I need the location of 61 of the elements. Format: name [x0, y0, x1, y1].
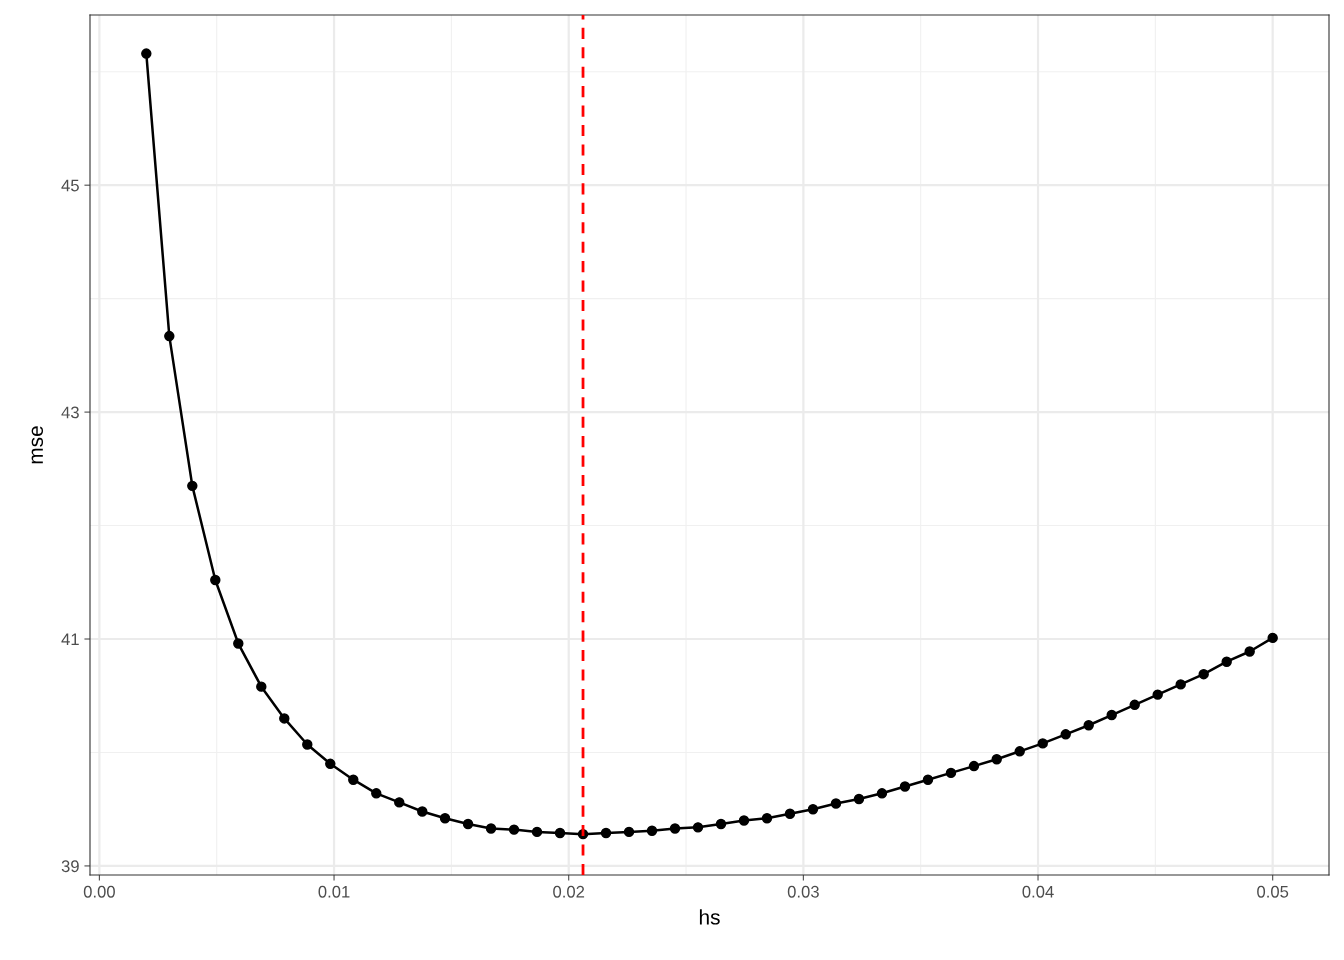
y-tick-label: 43 — [61, 406, 79, 419]
point — [1152, 689, 1163, 700]
point — [1175, 679, 1186, 690]
point — [485, 823, 497, 834]
point — [853, 793, 865, 805]
point — [348, 774, 359, 785]
point — [646, 825, 658, 836]
point — [830, 798, 842, 809]
x-tick-label: 0.03 — [787, 885, 819, 898]
point — [164, 330, 175, 342]
point — [417, 806, 428, 817]
point — [784, 808, 796, 819]
x-tick-label: 0.02 — [553, 885, 585, 898]
point — [1037, 738, 1048, 749]
point — [462, 818, 474, 830]
point — [531, 826, 543, 838]
point — [1014, 746, 1025, 757]
x-tick-label: 0.01 — [318, 885, 350, 898]
y-tick-label: 39 — [61, 860, 79, 873]
point — [325, 758, 336, 770]
y-axis-title: mse — [31, 426, 44, 464]
point — [508, 824, 520, 835]
point — [233, 638, 244, 649]
point — [439, 813, 451, 824]
point — [302, 739, 313, 750]
point — [922, 774, 934, 785]
x-tick-label: 0.05 — [1257, 885, 1289, 898]
point — [394, 797, 405, 808]
point — [669, 823, 681, 834]
point — [1221, 656, 1232, 667]
point — [141, 48, 152, 59]
point — [279, 713, 290, 724]
point — [1198, 668, 1209, 680]
point — [371, 788, 382, 799]
y-tick-label: 41 — [61, 633, 79, 646]
point — [1083, 720, 1094, 731]
point — [991, 754, 1002, 765]
point — [187, 480, 198, 492]
point — [876, 788, 888, 799]
point — [761, 813, 773, 824]
point — [554, 827, 566, 839]
point — [256, 681, 267, 692]
point — [807, 803, 819, 815]
point — [1060, 729, 1071, 740]
point — [1106, 709, 1117, 721]
point — [738, 815, 750, 826]
point — [623, 826, 635, 838]
point — [945, 767, 957, 779]
point — [1244, 646, 1255, 657]
point — [600, 827, 612, 839]
point — [715, 818, 727, 830]
y-tick-label: 45 — [61, 179, 79, 192]
x-tick-label: 0.04 — [1022, 885, 1054, 898]
x-tick-label: 0.00 — [83, 885, 115, 898]
point — [899, 781, 911, 792]
point — [210, 574, 221, 586]
point — [1129, 699, 1140, 711]
point — [1267, 632, 1278, 644]
point — [968, 760, 980, 772]
point — [692, 822, 704, 833]
x-axis-title: hs — [699, 909, 720, 925]
